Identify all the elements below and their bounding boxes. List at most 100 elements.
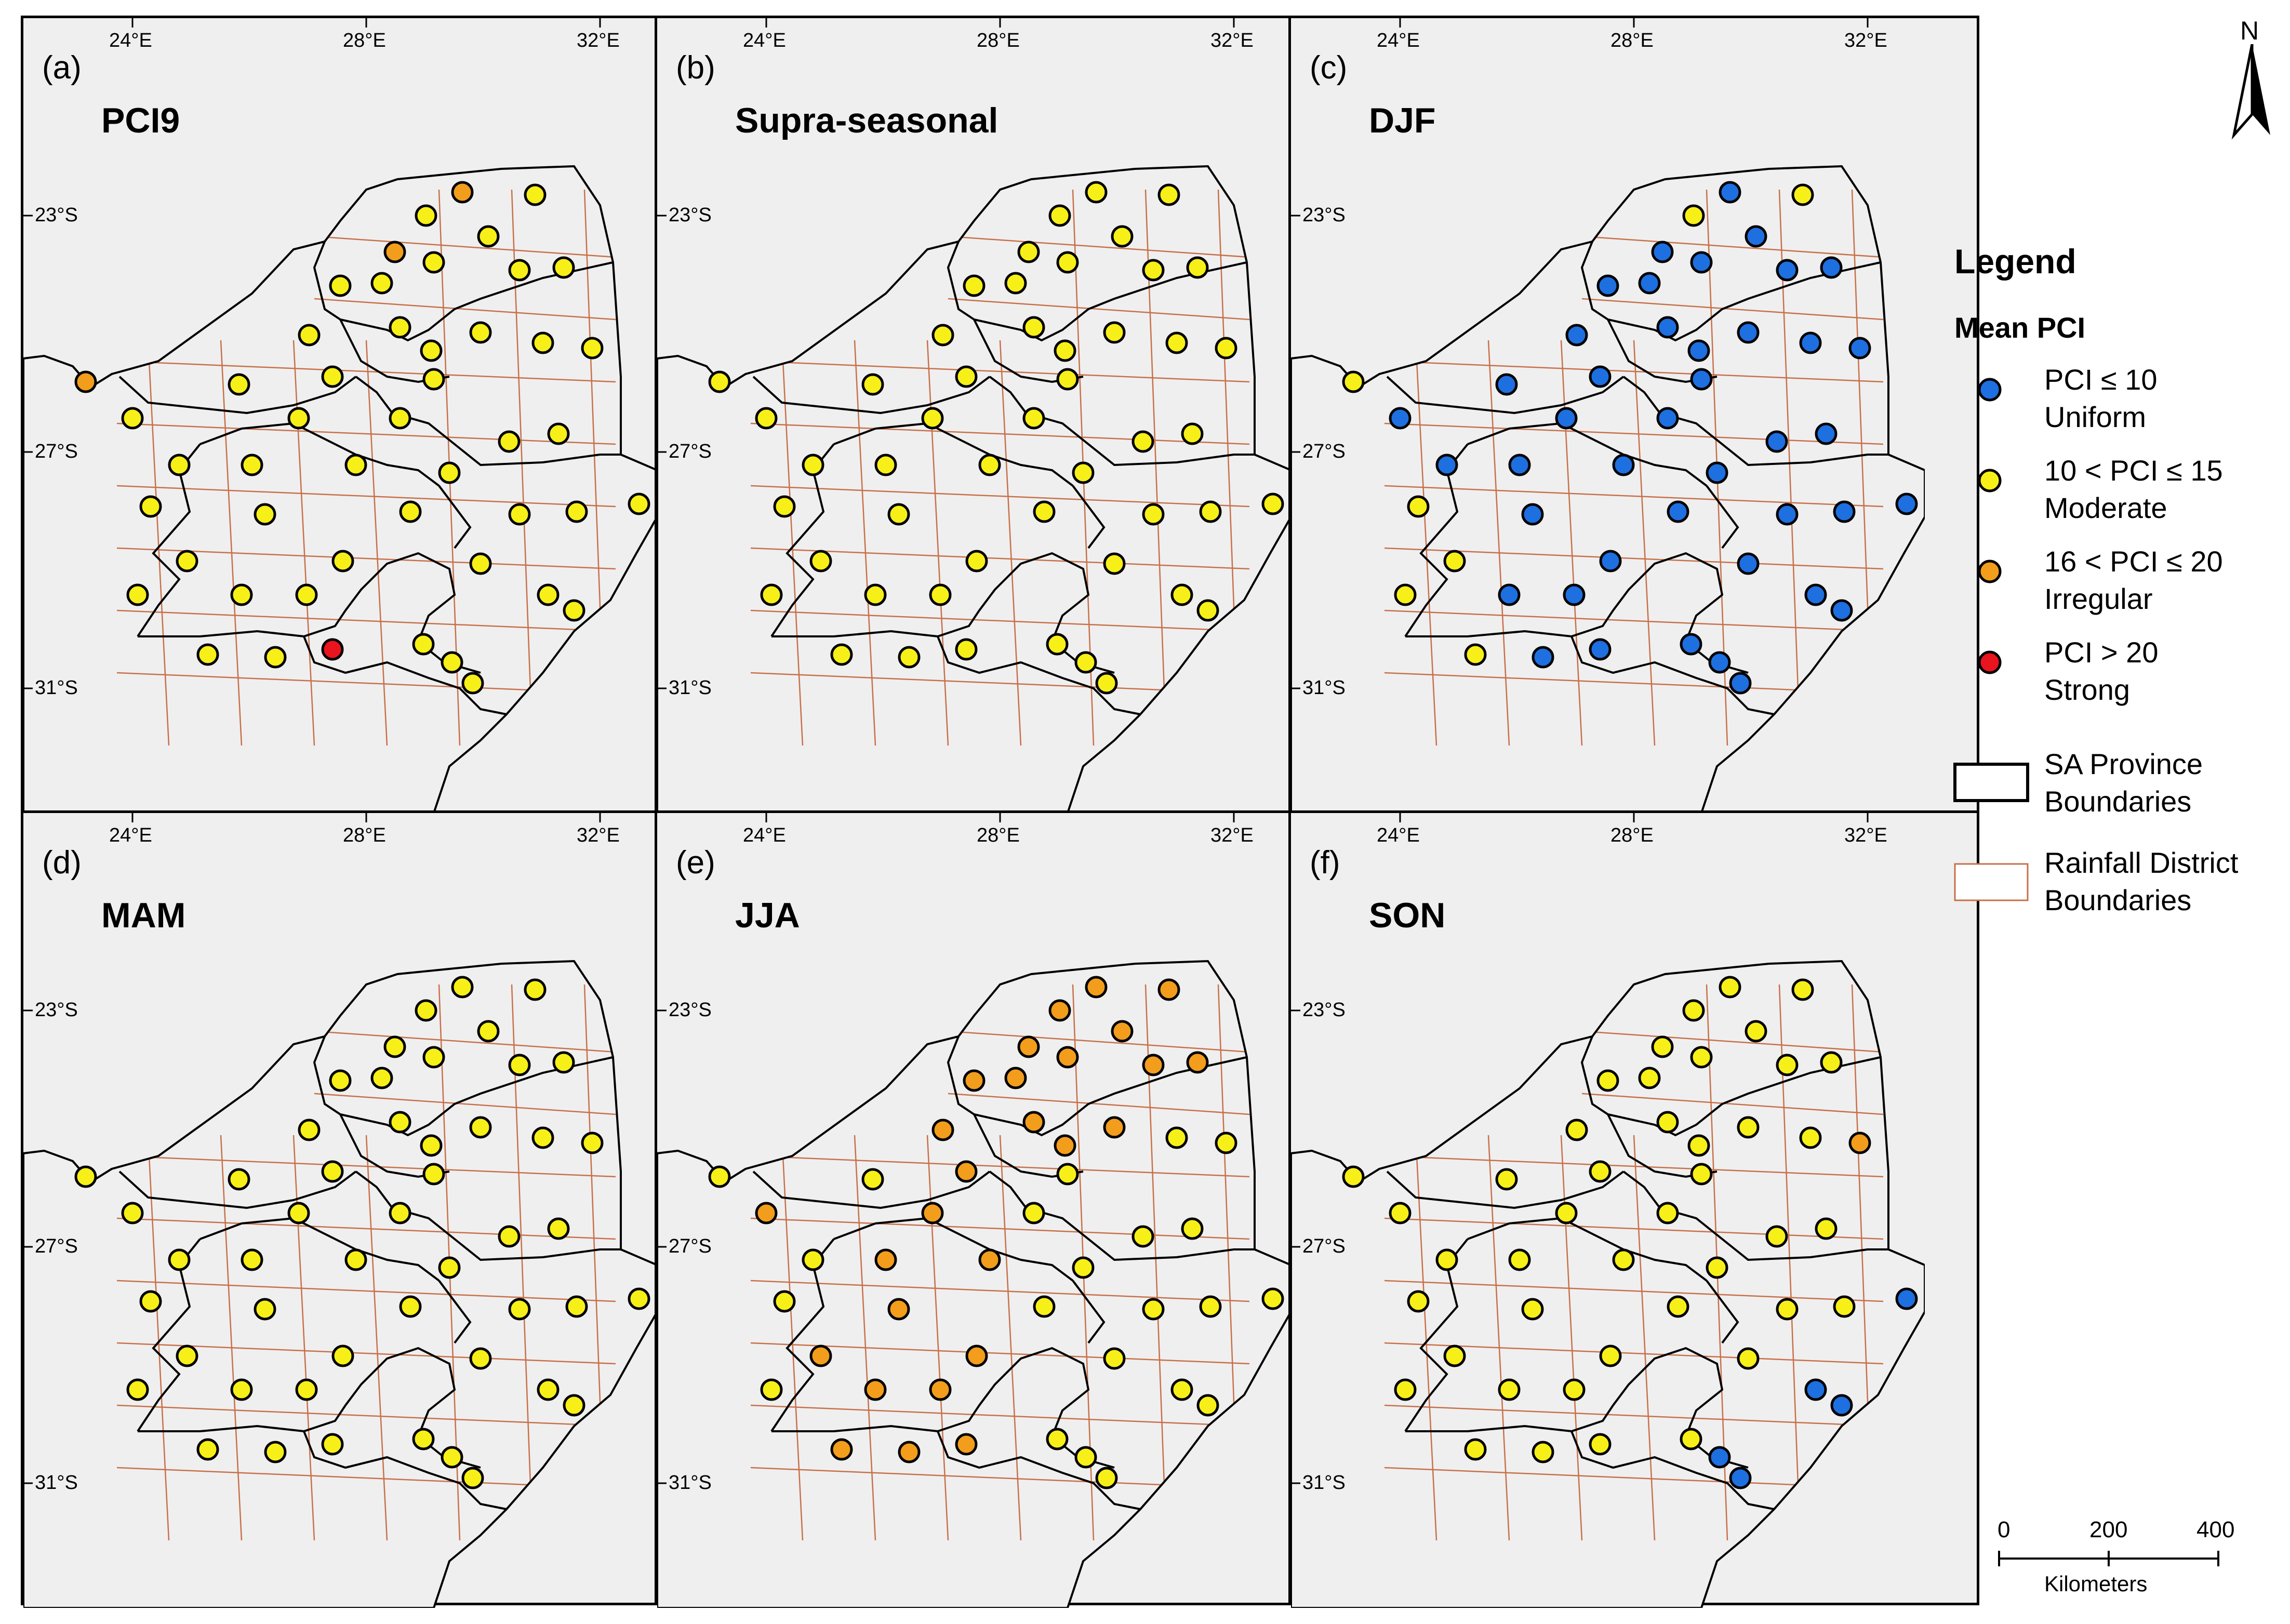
station-marker: [955, 1433, 978, 1456]
station-marker: [1394, 1378, 1417, 1401]
station-marker: [74, 1165, 97, 1188]
lat-tick-label: 31°S: [669, 677, 712, 699]
station-marker: [887, 503, 910, 526]
station-marker: [264, 646, 287, 669]
lat-tick-label: 31°S: [1302, 1472, 1346, 1494]
station-marker: [1799, 331, 1822, 354]
station-marker: [1815, 422, 1838, 445]
lat-tick-label: 23°S: [669, 204, 712, 226]
station-marker: [565, 1295, 588, 1318]
station-marker: [1776, 503, 1799, 526]
province-boundary: [313, 1036, 450, 1178]
station-marker: [1719, 181, 1741, 204]
province-boundary: [118, 1170, 357, 1209]
legend-province-line2: Boundaries: [2044, 785, 2192, 818]
lat-tick-label: 27°S: [669, 1235, 712, 1257]
province-boundary: [947, 1036, 1084, 1178]
station-marker: [1737, 1116, 1760, 1139]
rainfall-district-boundaries: [116, 189, 616, 746]
province-boundary: [1706, 1280, 1739, 1344]
station-marker: [1017, 241, 1040, 263]
panel-title: MAM: [101, 896, 186, 935]
lat-tick-label: 23°S: [35, 999, 78, 1021]
station-marker: [1680, 633, 1702, 656]
station-marker: [963, 274, 986, 297]
station-marker: [1682, 999, 1705, 1022]
station-marker: [1186, 256, 1209, 279]
station-marker: [1199, 1295, 1222, 1318]
province-boundary: [947, 241, 1084, 383]
lon-tick-label: 32°E: [577, 30, 620, 51]
legend-subtitle: Mean PCI: [1954, 311, 2086, 344]
rainfall-district-boundaries: [750, 984, 1250, 1541]
province-boundary: [752, 1170, 991, 1209]
station-marker: [1508, 454, 1531, 476]
station-marker: [1165, 331, 1188, 354]
station-marker: [887, 1298, 910, 1321]
lon-tick-label: 28°E: [343, 30, 386, 51]
lat-tick-label: 27°S: [1302, 441, 1346, 462]
station-marker: [1342, 370, 1365, 393]
station-marker: [1833, 500, 1856, 523]
station-marker: [1022, 1111, 1045, 1134]
panel-letter: (c): [1310, 50, 1348, 86]
scale-label-0: 0: [1998, 1517, 2011, 1542]
lat-tick-label: 31°S: [669, 1472, 712, 1494]
province-boundary: [1570, 636, 1775, 715]
station-marker: [441, 1446, 463, 1469]
station-marker: [1095, 1467, 1118, 1489]
station-marker: [955, 365, 978, 388]
legend-district-line2: Boundaries: [2044, 884, 2192, 916]
province-boundary: [1386, 376, 1625, 415]
rainfall-district-boundaries: [116, 984, 616, 1541]
station-marker: [1074, 651, 1097, 674]
legend-item-line1: 16 < PCI ≤ 20: [2044, 545, 2223, 578]
station-marker: [1667, 1295, 1689, 1318]
station-marker: [931, 1119, 954, 1141]
station-marker: [1656, 316, 1679, 339]
map-svg: [657, 813, 1291, 1608]
panel-title: SON: [1369, 896, 1446, 935]
district-boundary-symbol: [1954, 863, 2029, 901]
map-panel-3: (c) DJF 24°E 28°E 32°E 23°S 27°S 31°S: [1291, 18, 1925, 813]
station-marker: [389, 1111, 411, 1134]
station-marker: [802, 1248, 824, 1271]
province-boundary: [1386, 1170, 1625, 1209]
station-marker: [1765, 1225, 1788, 1248]
station-marker: [1765, 430, 1788, 453]
country-area: [1291, 166, 1925, 813]
station-marker: [1215, 337, 1237, 360]
legend-district: Rainfall District Boundaries: [2044, 844, 2238, 919]
station-marker: [1706, 461, 1728, 484]
lon-tick-label: 24°E: [743, 824, 786, 846]
station-marker: [1737, 1347, 1760, 1370]
station-marker: [1521, 1298, 1544, 1321]
province-boundary: [118, 376, 357, 415]
station-marker: [861, 1168, 884, 1191]
station-marker: [955, 638, 978, 661]
country-area: [23, 961, 657, 1608]
station-marker: [498, 1225, 521, 1248]
station-marker: [1833, 1295, 1856, 1318]
legend-item-line2: Irregular: [2044, 582, 2153, 615]
legend-item: 16 < PCI ≤ 20 Irregular: [2044, 543, 2223, 618]
station-marker: [1017, 1035, 1040, 1058]
station-marker: [1682, 204, 1705, 227]
scale-unit: Kilometers: [2044, 1572, 2148, 1596]
map-panel-6: (f) SON 24°E 28°E 32°E 23°S 27°S 31°S: [1291, 813, 1925, 1608]
station-marker: [139, 1290, 162, 1313]
panel-letter: (b): [676, 50, 715, 86]
station-marker: [1131, 430, 1154, 453]
lon-tick-label: 24°E: [109, 30, 152, 51]
station-marker: [864, 1378, 887, 1401]
station-marker: [1004, 272, 1027, 295]
station-marker: [1215, 1132, 1237, 1154]
station-marker: [1687, 1134, 1710, 1157]
station-marker: [168, 1248, 191, 1271]
province-boundary: [303, 1431, 507, 1510]
legend-title: Legend: [1954, 242, 2076, 281]
station-marker: [469, 1116, 492, 1139]
scale-label-400: 400: [2196, 1517, 2235, 1542]
station-marker: [422, 251, 445, 274]
station-marker: [931, 324, 954, 347]
